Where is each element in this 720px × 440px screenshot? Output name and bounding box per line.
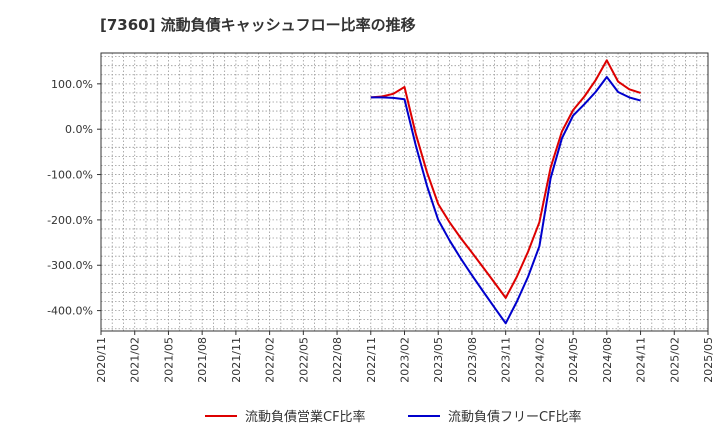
series-line-2 bbox=[370, 76, 641, 325]
x-tick-label: 2022/05 bbox=[297, 337, 310, 383]
x-tick-label: 2024/08 bbox=[601, 337, 614, 383]
series-line-1 bbox=[370, 59, 641, 299]
x-tick-label: 2021/11 bbox=[230, 337, 243, 383]
x-tick-label: 2021/05 bbox=[162, 337, 175, 383]
y-tick-label: 0.0% bbox=[65, 123, 93, 136]
x-tick-label: 2023/11 bbox=[500, 337, 513, 383]
legend-label-2: 流動負債フリーCF比率 bbox=[448, 409, 582, 425]
tick-layer: 100.0% 0.0% -100.0% -200.0% -300.0% -400.0% 20… bbox=[47, 78, 715, 383]
y-tick-label: 100.0% bbox=[51, 78, 93, 91]
plot-area bbox=[101, 53, 708, 331]
x-tick-label: 2025/05 bbox=[702, 337, 715, 383]
x-tick-label: 2023/02 bbox=[399, 337, 412, 383]
x-tick-label: 2021/02 bbox=[129, 337, 142, 383]
x-tick-label: 2022/08 bbox=[331, 337, 344, 383]
x-tick-label: 2024/02 bbox=[533, 337, 546, 383]
legend-label-1: 流動負債営業CF比率 bbox=[245, 409, 366, 425]
x-tick-label: 2022/11 bbox=[365, 337, 378, 383]
y-tick-label: -200.0% bbox=[47, 214, 93, 227]
x-tick-label: 2022/02 bbox=[264, 337, 277, 383]
chart-title: [7360] 流動負債キャッシュフロー比率の推移 bbox=[100, 16, 416, 34]
grid-layer bbox=[101, 53, 708, 331]
y-tick-label: -100.0% bbox=[47, 169, 93, 182]
legend: 流動負債営業CF比率 流動負債フリーCF比率 bbox=[205, 409, 582, 425]
x-tick-label: 2020/11 bbox=[95, 337, 108, 383]
x-tick-label: 2025/02 bbox=[668, 337, 681, 383]
series-layer bbox=[370, 59, 641, 325]
x-tick-label: 2023/08 bbox=[466, 337, 479, 383]
y-tick-label: -300.0% bbox=[47, 259, 93, 272]
x-tick-label: 2023/05 bbox=[432, 337, 445, 383]
x-tick-label: 2024/05 bbox=[567, 337, 580, 383]
x-tick-label: 2021/08 bbox=[196, 337, 209, 383]
y-tick-label: -400.0% bbox=[47, 305, 93, 318]
x-tick-label: 2024/11 bbox=[635, 337, 648, 383]
